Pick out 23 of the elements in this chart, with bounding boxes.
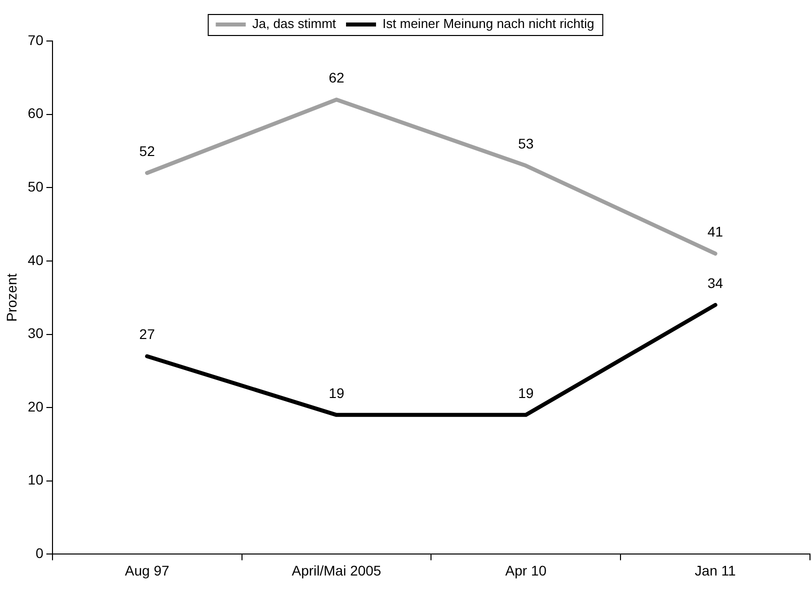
legend-label: Ja, das stimmt xyxy=(252,16,336,32)
y-tick-label: 40 xyxy=(28,252,44,268)
y-tick-label: 10 xyxy=(28,472,44,488)
data-label: 53 xyxy=(518,135,534,152)
legend-label: Ist meiner Meinung nach nicht richtig xyxy=(382,16,594,32)
y-tick-label: 30 xyxy=(28,325,44,342)
y-tick-label: 0 xyxy=(36,545,44,562)
data-label: 62 xyxy=(328,70,344,86)
x-tick-label: Apr 10 xyxy=(505,562,547,578)
y-tick-label: 60 xyxy=(28,105,44,122)
y-axis-title: Prozent xyxy=(3,273,20,322)
x-tick-label: Jan 11 xyxy=(694,562,736,578)
y-tick-label: 70 xyxy=(28,32,44,48)
data-label: 52 xyxy=(139,142,156,159)
x-tick-label: Aug 97 xyxy=(124,562,170,578)
data-label: 27 xyxy=(139,326,156,342)
y-tick-label: 50 xyxy=(28,178,44,194)
y-tick-label: 20 xyxy=(28,398,44,414)
data-label: 19 xyxy=(518,384,534,401)
data-label: 19 xyxy=(328,384,344,401)
x-tick-label: April/Mai 2005 xyxy=(292,562,382,578)
data-label: 41 xyxy=(708,223,724,240)
data-label: 34 xyxy=(708,274,724,291)
